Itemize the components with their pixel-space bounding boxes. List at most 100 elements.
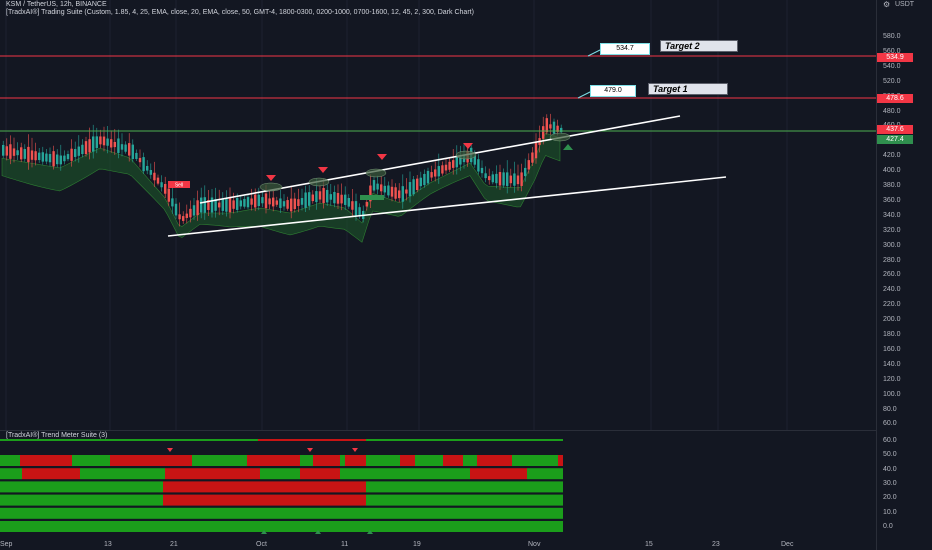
- price-tick-label: 160.0: [883, 345, 901, 353]
- meter-cell: [0, 507, 563, 519]
- trend-meter-title[interactable]: [TradxAI®] Trend Meter Suite (3): [6, 432, 108, 439]
- pane-separator[interactable]: [0, 430, 876, 431]
- candle: [120, 144, 124, 150]
- candle: [135, 152, 138, 159]
- candle: [426, 170, 430, 184]
- price-tick-label: 260.0: [883, 271, 901, 279]
- meter-cell: [366, 481, 563, 493]
- meter-cell: [80, 468, 165, 480]
- candle: [9, 144, 12, 159]
- candle: [218, 202, 221, 208]
- candle: [434, 169, 437, 177]
- candle: [185, 213, 188, 218]
- price-bubble-2[interactable]: 534.7: [600, 43, 650, 55]
- meter-cell: [340, 455, 345, 466]
- meter-cell: [470, 468, 527, 480]
- signal-markers: Sell: [168, 132, 573, 200]
- indicator-title[interactable]: [TradxAI®] Trading Suite (Custom, 1.85, …: [6, 9, 474, 16]
- buy-arrow-icon: [563, 144, 573, 150]
- candle: [488, 176, 491, 181]
- candle: [423, 173, 426, 186]
- candle: [527, 160, 530, 170]
- indicator-tick-label: 20.0: [883, 494, 897, 502]
- target-2-label[interactable]: Target 2: [660, 40, 738, 52]
- target-1-label[interactable]: Target 1: [648, 83, 728, 95]
- candle: [66, 154, 70, 160]
- candle: [95, 136, 98, 149]
- candle: [23, 149, 26, 159]
- price-chart[interactable]: Sell: [0, 0, 876, 550]
- price-bubble-1[interactable]: 479.0: [590, 85, 636, 97]
- candle: [128, 143, 131, 156]
- candle: [387, 185, 390, 196]
- candle: [2, 144, 5, 156]
- candle: [138, 157, 142, 163]
- meter-cell: [260, 468, 300, 480]
- meter-cell: [20, 455, 72, 466]
- candle: [196, 200, 199, 216]
- meter-down-arrow-icon: [352, 448, 358, 452]
- time-tick-label: 11: [341, 541, 349, 548]
- time-tick-label: Nov: [528, 541, 541, 548]
- candle: [200, 197, 203, 213]
- candle: [239, 200, 242, 207]
- symbol-title[interactable]: KSM / TetherUS, 12h, BINANCE: [6, 1, 107, 8]
- meter-cell: [0, 494, 163, 506]
- candle: [542, 126, 545, 139]
- candle: [495, 173, 498, 184]
- currency-label[interactable]: USDT: [895, 1, 915, 8]
- candle: [290, 198, 293, 212]
- candle: [81, 144, 84, 155]
- candle: [70, 148, 73, 161]
- candle: [311, 194, 314, 202]
- candle: [92, 136, 95, 152]
- candle: [552, 121, 556, 134]
- meter-cell: [366, 468, 470, 480]
- candle: [246, 197, 250, 208]
- price-tick-label: 340.0: [883, 211, 901, 219]
- candle: [63, 155, 66, 162]
- price-axis[interactable]: ⚙ USDT 580.0560.0540.0520.0500.0480.0460…: [876, 0, 932, 550]
- candle: [326, 189, 329, 203]
- sell-label-box: [168, 181, 190, 188]
- candle: [52, 151, 55, 167]
- meter-cell: [192, 455, 247, 466]
- candle: [228, 197, 232, 213]
- meter-cell: [72, 455, 110, 466]
- candle: [344, 194, 347, 205]
- signal-ellipse: [308, 177, 330, 187]
- candle: [390, 186, 394, 197]
- sell-arrow-icon: [266, 175, 276, 181]
- meter-cell: [366, 494, 563, 506]
- candle: [308, 192, 311, 206]
- price-tick-label: 560.0: [883, 47, 901, 55]
- price-tick-label: 240.0: [883, 286, 901, 294]
- candle: [304, 192, 307, 208]
- price-tag-target-1: 478.6: [877, 94, 913, 103]
- meter-cell: [300, 455, 313, 466]
- price-tick-label: 200.0: [883, 316, 901, 324]
- time-tick-label: 15: [645, 541, 653, 548]
- candle: [556, 125, 559, 132]
- candle: [365, 201, 368, 207]
- candle: [167, 188, 170, 202]
- trend-meter: [0, 439, 563, 532]
- candle: [189, 208, 192, 218]
- candle: [369, 185, 372, 202]
- candle: [117, 138, 120, 153]
- price-tick-label: 520.0: [883, 77, 901, 85]
- time-tick-label: 23: [712, 541, 720, 548]
- candle: [236, 198, 239, 210]
- price-tick-label: 140.0: [883, 360, 901, 368]
- candle: [279, 198, 282, 208]
- candle: [275, 200, 278, 205]
- price-tick-label: 400.0: [883, 167, 901, 175]
- candle: [232, 200, 235, 209]
- meter-cell: [443, 455, 463, 466]
- candle: [164, 183, 167, 194]
- candle: [27, 146, 30, 163]
- channel-lower-line[interactable]: [167, 176, 727, 237]
- settings-icon[interactable]: ⚙: [883, 0, 891, 9]
- sell-arrow-icon: [463, 143, 473, 149]
- candle: [318, 191, 322, 200]
